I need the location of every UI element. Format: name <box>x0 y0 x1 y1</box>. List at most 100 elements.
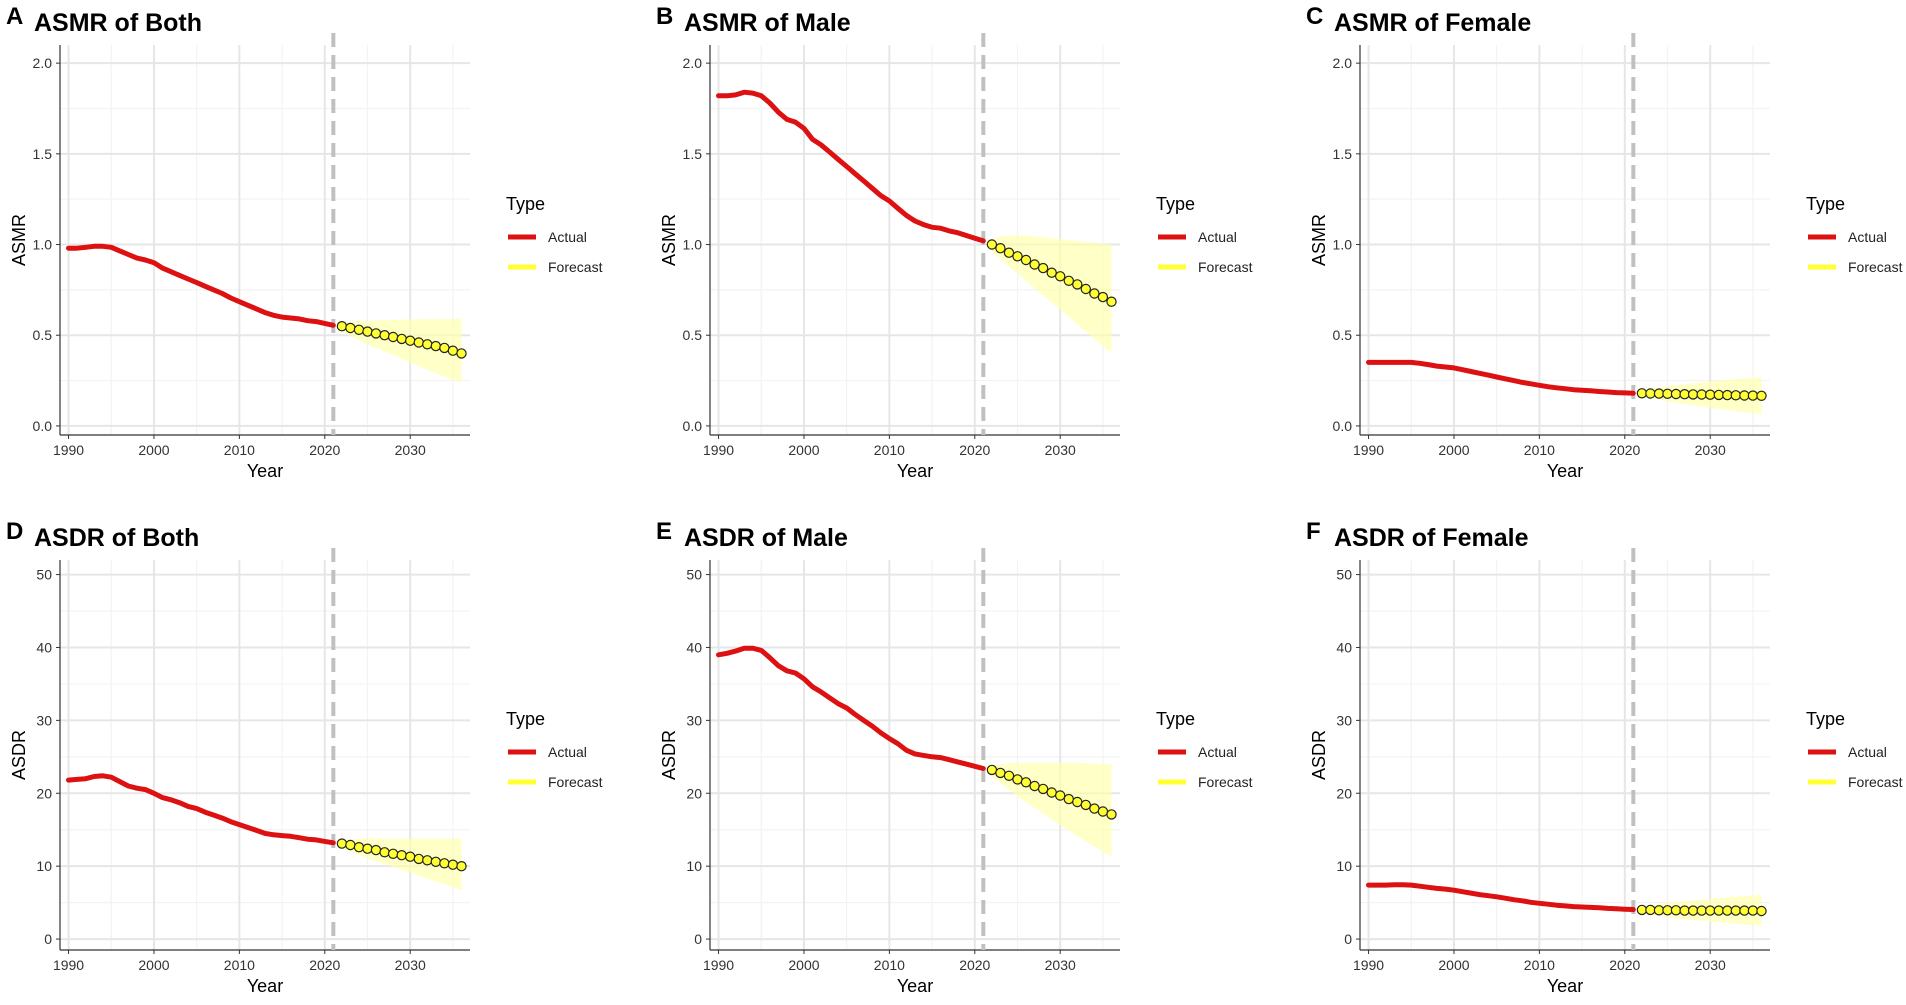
legend-title: Type <box>1156 194 1195 214</box>
panel-c: C ASMR of Female 1990 2000 2010 2020 2030 0.0 0.… <box>1306 3 1903 481</box>
x-tick-label: 1990 <box>1353 957 1384 973</box>
forecast-point <box>1080 283 1091 295</box>
x-tick-label: 1990 <box>53 442 84 458</box>
forecast-point <box>1046 787 1057 798</box>
legend-title: Type <box>506 709 545 729</box>
x-tick-label: 2030 <box>1045 957 1076 973</box>
forecast-point <box>1713 389 1724 401</box>
forecast-point <box>1645 388 1656 399</box>
legend-forecast-label: Forecast <box>1848 259 1903 275</box>
forecast-point <box>370 328 382 339</box>
forecast-point <box>439 342 450 354</box>
forecast-point <box>1670 905 1682 916</box>
y-tick-label: 50 <box>686 567 702 583</box>
forecast-point <box>1106 809 1117 820</box>
x-axis-title: Year <box>1547 976 1583 996</box>
actual-series-line <box>1366 359 1636 396</box>
forecast-point <box>1072 279 1083 290</box>
y-tick-label: 40 <box>686 639 702 655</box>
y-tick-label: 40 <box>36 639 52 655</box>
y-tick-label: 1.5 <box>1333 146 1353 162</box>
panel-a: A ASMR of Both 1990 2000 2010 2020 2030 0.0 0.5 1… <box>6 3 603 481</box>
forecast-point <box>1063 793 1074 805</box>
forecast-point <box>1097 291 1109 303</box>
x-tick-label: 2020 <box>1609 442 1640 458</box>
forecast-point <box>362 326 373 337</box>
panel-title: ASMR of Female <box>1334 9 1531 37</box>
actual-series-line <box>66 243 336 328</box>
legend-forecast-label: Forecast <box>1198 774 1253 790</box>
y-tick-label: 0.5 <box>33 327 53 343</box>
y-tick-label: 2.0 <box>683 55 703 71</box>
x-tick-label: 2010 <box>1524 442 1555 458</box>
forecast-point <box>1722 905 1733 916</box>
y-axis-title: ASDR <box>659 730 679 780</box>
forecast-point <box>1003 247 1015 258</box>
forecast-point <box>986 239 998 250</box>
legend-title: Type <box>506 194 545 214</box>
y-tick-label: 30 <box>1336 712 1352 728</box>
forecast-point <box>1739 905 1750 916</box>
forecast-point <box>345 322 356 334</box>
forecast-point <box>396 850 407 861</box>
y-tick-label: 40 <box>1336 639 1352 655</box>
forecast-point <box>1029 259 1040 270</box>
y-axis-title: ASMR <box>659 214 679 266</box>
x-tick-label: 2010 <box>224 442 255 458</box>
y-tick-label: 1.5 <box>33 146 53 162</box>
panel-letter: D <box>6 518 23 545</box>
forecast-point <box>1037 783 1049 795</box>
legend-forecast-label: Forecast <box>548 774 603 790</box>
x-tick-label: 2000 <box>788 957 819 973</box>
y-axis-title: ASMR <box>1309 214 1329 266</box>
forecast-point <box>1020 254 1032 266</box>
forecast-point <box>387 331 399 343</box>
forecast-point <box>456 348 467 359</box>
forecast-point <box>387 848 399 859</box>
forecast-point <box>362 843 373 854</box>
y-axis-title: ASMR <box>9 214 29 266</box>
forecast-point <box>1713 905 1724 916</box>
forecast-point <box>413 853 424 865</box>
forecast-point <box>1687 389 1699 400</box>
x-tick-label: 2000 <box>138 442 169 458</box>
forecast-point <box>1747 905 1759 916</box>
forecast-point <box>336 838 348 849</box>
forecast-point <box>1705 389 1716 400</box>
forecast-point <box>1012 251 1023 262</box>
forecast-point <box>1063 275 1074 286</box>
x-tick-label: 2000 <box>788 442 819 458</box>
forecast-point <box>1747 390 1759 401</box>
legend-forecast-label: Forecast <box>1848 774 1903 790</box>
legend-actual-label: Actual <box>548 744 587 760</box>
grid <box>1360 45 1770 435</box>
y-tick-label: 0.0 <box>33 418 53 434</box>
y-tick-label: 0.0 <box>683 418 703 434</box>
y-tick-label: 30 <box>36 712 52 728</box>
y-tick-label: 0.5 <box>1333 327 1353 343</box>
y-tick-label: 10 <box>1336 858 1352 874</box>
forecast-point <box>345 839 356 851</box>
x-tick-label: 2000 <box>1438 442 1469 458</box>
forecast-point <box>370 844 382 856</box>
legend-title: Type <box>1806 709 1845 729</box>
forecast-point <box>447 345 459 356</box>
grid <box>60 560 470 950</box>
forecast-point <box>1687 905 1699 916</box>
forecast-point <box>1756 905 1767 917</box>
panel-letter: B <box>656 3 673 30</box>
forecast-band <box>991 235 1112 354</box>
x-tick-label: 2030 <box>1695 442 1726 458</box>
x-tick-label: 2020 <box>959 442 990 458</box>
y-tick-label: 2.0 <box>33 55 53 71</box>
forecast-point <box>1636 904 1648 916</box>
forecast-point <box>1089 803 1100 814</box>
panel-letter: A <box>6 3 23 30</box>
forecast-point <box>413 337 424 348</box>
panel-title: ASMR of Male <box>684 9 851 37</box>
forecast-point <box>1662 388 1673 399</box>
x-tick-label: 2020 <box>1609 957 1640 973</box>
x-tick-label: 1990 <box>53 957 84 973</box>
